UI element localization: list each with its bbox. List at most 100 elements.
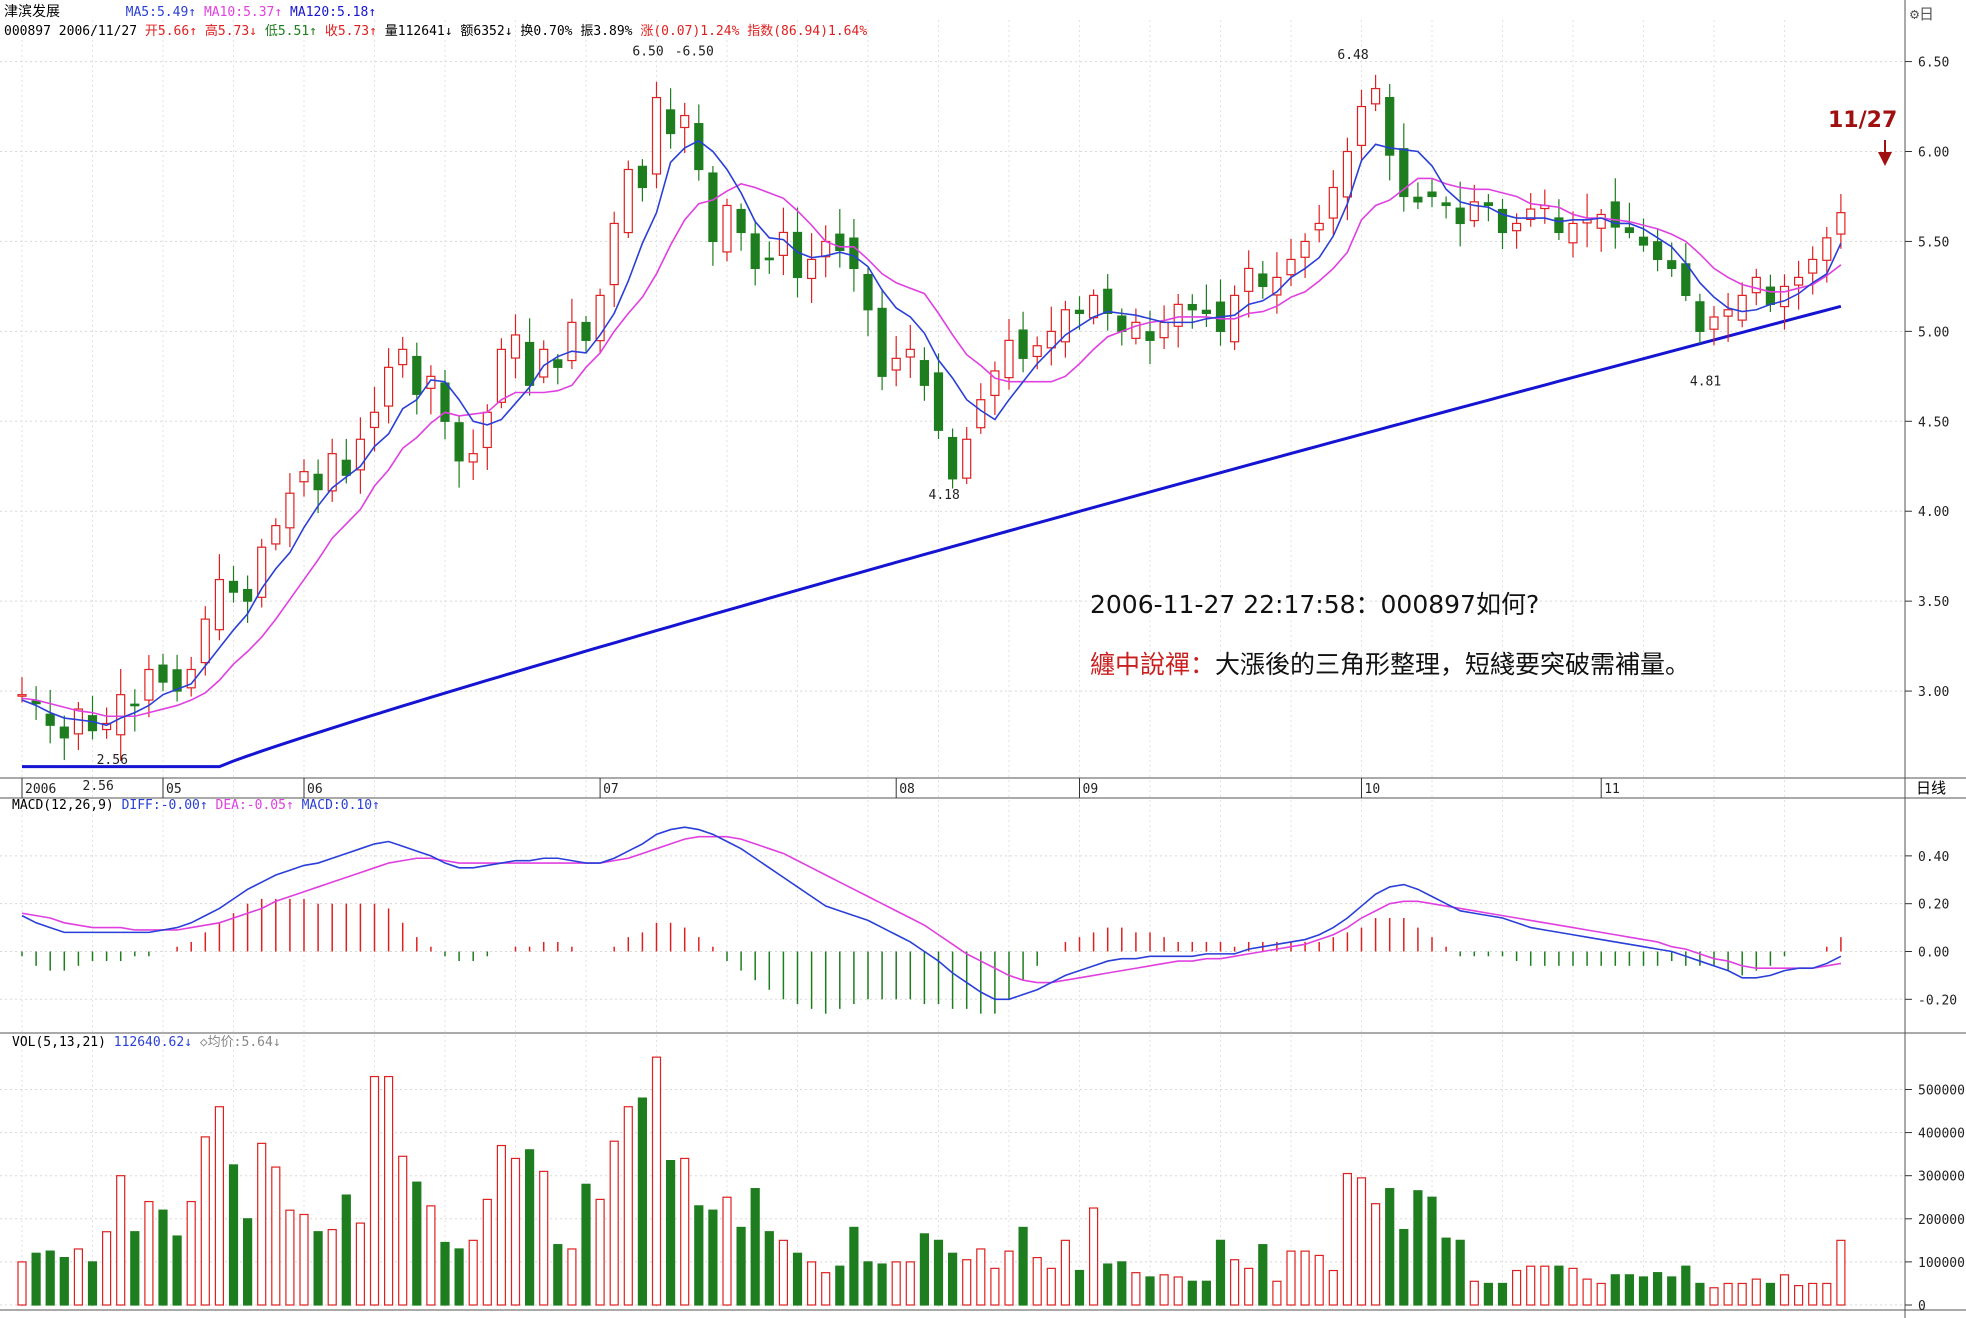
volume-bar xyxy=(1779,1274,1790,1306)
price-tick-label: 3.00 xyxy=(1918,685,1949,700)
candle-body xyxy=(863,274,873,311)
candle-body xyxy=(919,360,930,386)
volume-bar xyxy=(243,1218,253,1306)
candle-body xyxy=(1131,321,1141,339)
volume-bar xyxy=(990,1267,1000,1306)
settings-icon[interactable]: ⚙ xyxy=(1910,5,1920,23)
low-value: 低5.51↑ xyxy=(264,24,317,39)
macd-name: MACD(12,26,9) xyxy=(12,798,114,813)
candle-body xyxy=(947,436,958,480)
volume-value: 量112641↓ xyxy=(384,24,453,39)
volume-bar xyxy=(384,1075,394,1306)
volume-bar xyxy=(440,1241,450,1306)
volume-bar xyxy=(355,1222,365,1306)
volume-bar xyxy=(849,1226,859,1306)
volume-bar xyxy=(1060,1239,1071,1306)
volume-bar xyxy=(947,1252,958,1306)
candle-body xyxy=(398,348,408,366)
macd-dea: DEA:-0.05↑ xyxy=(215,798,294,813)
candle-body xyxy=(1187,303,1197,311)
candle-body xyxy=(1808,258,1818,274)
candle-body xyxy=(1681,263,1691,296)
volume-bar xyxy=(567,1248,577,1306)
price-extreme-label: 2.56 xyxy=(97,753,128,768)
candle-body xyxy=(595,294,605,342)
volume-bar xyxy=(1356,1177,1367,1306)
volume-bar xyxy=(891,1261,901,1306)
date-tick-label: 06 xyxy=(307,782,323,797)
volume-bar xyxy=(271,1166,281,1306)
vol-tick-label: 0 xyxy=(1918,1299,1926,1314)
volume-bar xyxy=(158,1209,168,1306)
candle-body xyxy=(1568,222,1578,244)
volume-bar xyxy=(623,1106,633,1306)
date-axis: 2006 05 06 07 08 09 10 11 xyxy=(21,778,1620,798)
volume-bar xyxy=(524,1149,535,1306)
macd-tick-label: 0.00 xyxy=(1918,945,1949,960)
candle-body xyxy=(1709,316,1719,330)
candle-body xyxy=(1032,345,1042,358)
quote-date: 2006/11/27 xyxy=(58,24,138,39)
candle-body xyxy=(1300,240,1310,258)
volume-bar xyxy=(144,1200,154,1306)
volume-bar xyxy=(1737,1282,1747,1306)
volume-bar xyxy=(1638,1276,1649,1306)
volume-bar xyxy=(130,1231,140,1306)
candle-body xyxy=(158,664,168,683)
window-icon[interactable]: 日 xyxy=(1919,5,1935,23)
candle-body xyxy=(623,168,633,234)
candle-body xyxy=(1836,212,1846,235)
volume-bar xyxy=(228,1164,239,1306)
candle-body xyxy=(1822,237,1832,261)
date-tick-label: 10 xyxy=(1365,782,1381,797)
period-label[interactable]: 日线 xyxy=(1916,779,1947,797)
macd-panel: 0.40 0.20 0.00 -0.20 xyxy=(21,826,1957,1014)
candle-body xyxy=(891,357,901,371)
candle-body xyxy=(1793,276,1804,286)
volume-bar xyxy=(101,1231,112,1306)
volume-bar xyxy=(369,1075,380,1306)
price-tick-label: 4.50 xyxy=(1918,415,1949,430)
volume-bar xyxy=(1455,1239,1465,1306)
volume-bar xyxy=(680,1157,690,1306)
candle-body xyxy=(327,453,337,492)
volume-bar xyxy=(1187,1280,1197,1306)
volume-bar xyxy=(1272,1280,1282,1306)
candle-body xyxy=(1018,329,1028,359)
candle-body xyxy=(1356,105,1367,146)
candle-body xyxy=(1469,201,1479,222)
volume-bar xyxy=(426,1205,436,1306)
candle-body xyxy=(130,703,140,707)
candle-body xyxy=(1765,286,1776,305)
ma120-series xyxy=(22,304,1842,769)
volume-bar xyxy=(1385,1188,1395,1306)
high-value: 高5.73↓ xyxy=(204,24,258,39)
moving-average-lines xyxy=(21,139,1842,727)
candle-body xyxy=(412,355,422,395)
volume-bar xyxy=(87,1261,98,1306)
vol-tick-label: 100000 xyxy=(1918,1256,1965,1271)
price-axis: 6.50 6.00 5.50 5.00 4.50 4.00 3.50 3.00 xyxy=(1905,56,1949,700)
candle-body xyxy=(228,580,239,593)
candle-body xyxy=(1399,148,1409,198)
volume-bar xyxy=(200,1136,210,1306)
volume-bar xyxy=(31,1252,41,1306)
price-extreme-label: 2.56 xyxy=(83,779,114,794)
candle-body xyxy=(1103,288,1113,314)
stock-code: 000897 xyxy=(4,24,51,39)
index-value: 指数(86.94)1.64% xyxy=(747,24,868,39)
candle-body xyxy=(1413,196,1423,203)
candle-body xyxy=(1342,150,1353,198)
candle-body xyxy=(45,713,55,726)
volume-bar xyxy=(539,1170,549,1306)
volume-bar xyxy=(609,1140,619,1306)
volume-bar xyxy=(510,1157,521,1306)
price-tick-label: 5.50 xyxy=(1918,235,1949,250)
volume-bar xyxy=(496,1144,506,1306)
candle-body xyxy=(1370,87,1381,105)
volume-bar xyxy=(1215,1239,1226,1306)
volume-bar xyxy=(1286,1250,1296,1306)
candle-body xyxy=(1004,339,1014,379)
volume-bar xyxy=(214,1106,224,1306)
